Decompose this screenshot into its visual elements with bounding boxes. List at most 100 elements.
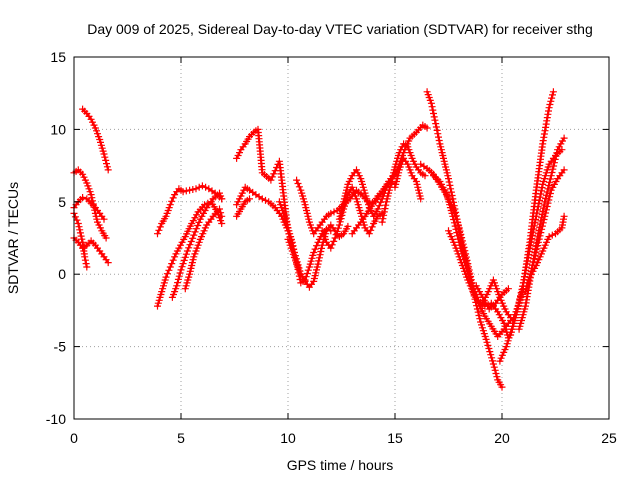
data-point [434,130,442,138]
data-point [543,188,551,196]
data-point [189,186,197,193]
data-point [543,203,551,210]
data-point [327,244,335,252]
data-point [445,175,452,183]
data-point [560,212,568,220]
data-point [491,366,499,374]
data-point [327,209,335,217]
data-point [526,244,534,252]
data-point [189,234,197,242]
data-point [163,270,171,278]
series-pass-27 [507,146,566,339]
data-point [542,209,550,217]
data-point [166,263,174,271]
data-point [198,182,206,190]
x-tick-label: 5 [177,430,185,446]
data-point [246,195,253,203]
data-point [504,285,512,293]
data-point [451,222,459,230]
data-point [492,370,500,377]
data-point [453,229,461,237]
data-point [474,308,482,316]
data-point [449,212,457,220]
series-pass-9 [181,205,226,293]
data-point [542,195,550,202]
series-pass-23 [430,172,512,342]
data-point [548,231,556,239]
data-point [454,232,462,240]
x-tick-label: 20 [494,430,510,446]
data-point [533,245,541,253]
data-point [423,124,431,132]
data-point [102,234,110,242]
data-point [534,242,542,250]
data-point [218,220,226,227]
data-point [180,256,188,264]
data-point [529,228,537,236]
data-point [540,133,548,141]
data-point [540,216,548,223]
data-point [532,212,540,220]
series-pass-14 [284,221,352,291]
data-point [498,383,506,391]
y-tick-label: 10 [50,121,66,137]
data-point [545,104,553,112]
data-point [535,200,543,207]
data-point [542,191,550,199]
data-point [452,225,460,233]
data-point [81,253,89,261]
data-point [202,183,210,191]
data-point [546,190,554,197]
data-point [175,272,183,280]
chart-title: Day 009 of 2025, Sidereal Day-to-day VTE… [87,21,593,37]
data-point [101,153,109,161]
data-point [304,266,312,274]
data-point [514,305,522,313]
data-point [545,182,553,189]
data-point [517,292,524,300]
data-point [530,258,538,266]
data-point [379,215,387,223]
data-point [195,183,203,191]
data-point [456,227,464,235]
data-point [267,176,275,184]
data-point [535,235,543,243]
data-point [169,194,177,202]
data-point [318,244,325,252]
data-point [541,212,549,220]
series-pass-25 [472,282,512,313]
series-pass-2 [70,166,110,242]
data-point [295,267,303,275]
data-point [192,185,200,193]
data-point [538,184,546,192]
data-point [523,293,531,301]
data-point [262,196,269,204]
data-point [156,223,164,231]
series-pass-8 [168,189,226,301]
data-point [549,88,557,96]
data-point [332,231,340,239]
data-point [195,218,203,226]
data-point [330,237,338,245]
data-point [546,178,554,186]
data-point [82,260,90,268]
data-point [103,160,110,168]
data-point [174,279,182,287]
data-point [538,222,546,230]
data-point [374,205,382,213]
data-point [173,282,181,290]
data-point [315,257,323,265]
data-point [289,250,297,258]
y-tick-label: 5 [58,194,66,210]
data-point [81,256,89,264]
data-point [179,260,187,268]
data-point [534,238,542,246]
data-point [367,226,375,234]
data-point [455,224,463,232]
plot-frame [73,56,610,420]
data-point [459,240,467,248]
data-point [311,245,319,253]
data-point [293,260,301,268]
data-point [174,275,182,283]
data-point [344,222,352,230]
